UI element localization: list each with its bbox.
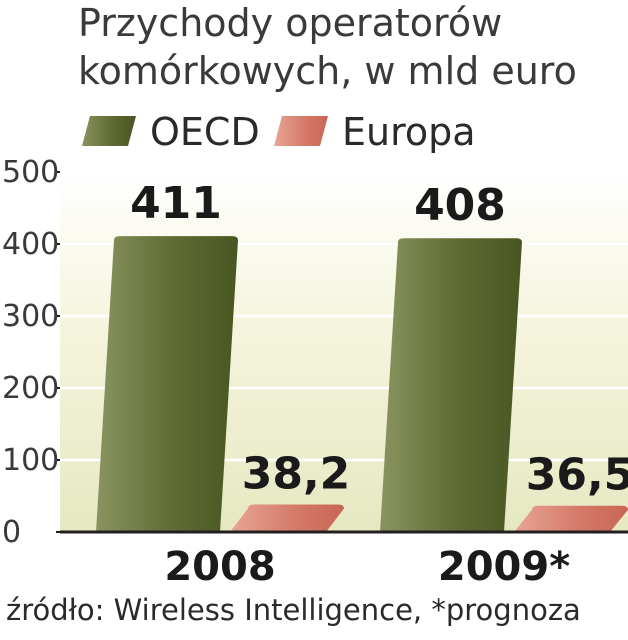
category-label-0: 2008	[164, 544, 275, 590]
y-tick-label: 300	[2, 299, 59, 334]
legend-label-oecd: OECD	[150, 110, 260, 154]
category-labels: 2008 2009*	[164, 544, 570, 590]
title-line-2: komórkowych, w mld euro	[78, 49, 577, 93]
bar-oecd-0	[96, 236, 238, 532]
title-line-1: Przychody operatorów	[78, 1, 502, 45]
chart-title: Przychody operatorów komórkowych, w mld …	[78, 1, 577, 93]
y-tick-label: 400	[2, 227, 59, 262]
value-label-bar-europa-1: 36,5	[526, 450, 628, 501]
legend-swatch-oecd	[82, 116, 136, 146]
value-label-bar-oecd-0: 411	[130, 178, 222, 229]
bar-oecd-1	[380, 238, 522, 533]
y-tick-label: 100	[2, 443, 59, 478]
value-labels: 411 38,2 408 36,5	[130, 178, 628, 501]
y-axis: 0 100 200 300 400 500	[2, 155, 60, 550]
legend-label-europa: Europa	[342, 110, 476, 154]
value-label-bar-oecd-1: 408	[414, 180, 506, 231]
y-tick-label: 500	[2, 155, 59, 190]
source-note: źródło: Wireless Intelligence, *prognoza	[6, 593, 581, 627]
value-label-bar-europa-0: 38,2	[242, 448, 351, 499]
bar-europa-0	[230, 504, 344, 532]
bar-europa-1	[514, 505, 628, 532]
category-label-1: 2009*	[438, 544, 570, 590]
legend-swatch-europa	[274, 116, 328, 146]
bars	[96, 236, 628, 533]
y-tick-label: 200	[2, 371, 59, 406]
legend: OECD Europa	[82, 110, 476, 154]
y-tick-label: 0	[2, 515, 21, 550]
